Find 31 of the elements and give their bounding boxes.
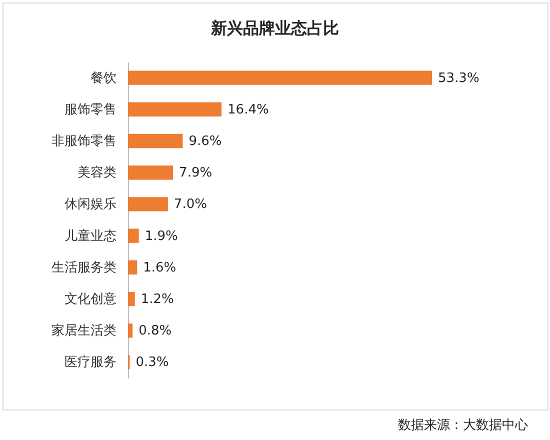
data-label: 1.2%	[140, 292, 174, 307]
bar	[128, 323, 133, 338]
y-tick-label: 餐饮	[90, 70, 116, 86]
y-tick-label: 家居生活类	[52, 322, 116, 339]
y-tick-label: 文化创意	[64, 292, 116, 307]
y-tick-label: 休闲娱乐	[64, 197, 116, 212]
bar	[128, 292, 135, 306]
bar	[128, 165, 174, 180]
chart-title: 新兴品牌业态占比	[210, 18, 339, 38]
bar	[128, 260, 138, 275]
data-label: 7.0%	[174, 197, 207, 212]
y-tick-label: 医疗服务	[64, 355, 116, 370]
y-tick-label: 非服饰零售	[52, 134, 116, 149]
data-label: 16.4%	[228, 102, 269, 118]
source-note: 数据来源：大数据中心	[398, 417, 528, 433]
bar	[128, 102, 222, 117]
data-label: 53.3%	[438, 70, 480, 86]
bar	[128, 228, 139, 243]
y-tick-label: 生活服务类	[52, 260, 116, 276]
data-label: 1.9%	[144, 228, 178, 244]
bar	[128, 70, 432, 85]
bar	[128, 134, 183, 148]
y-tick-label: 服饰零售	[64, 102, 116, 118]
data-label: 0.3%	[136, 355, 169, 370]
data-label: 1.6%	[143, 260, 176, 276]
data-label: 7.9%	[179, 166, 212, 181]
bar	[128, 197, 168, 212]
y-tick-label: 美容类	[78, 164, 116, 181]
data-label: 9.6%	[188, 134, 222, 149]
y-tick-label: 儿童业态	[64, 228, 116, 244]
data-label: 0.8%	[138, 324, 172, 339]
